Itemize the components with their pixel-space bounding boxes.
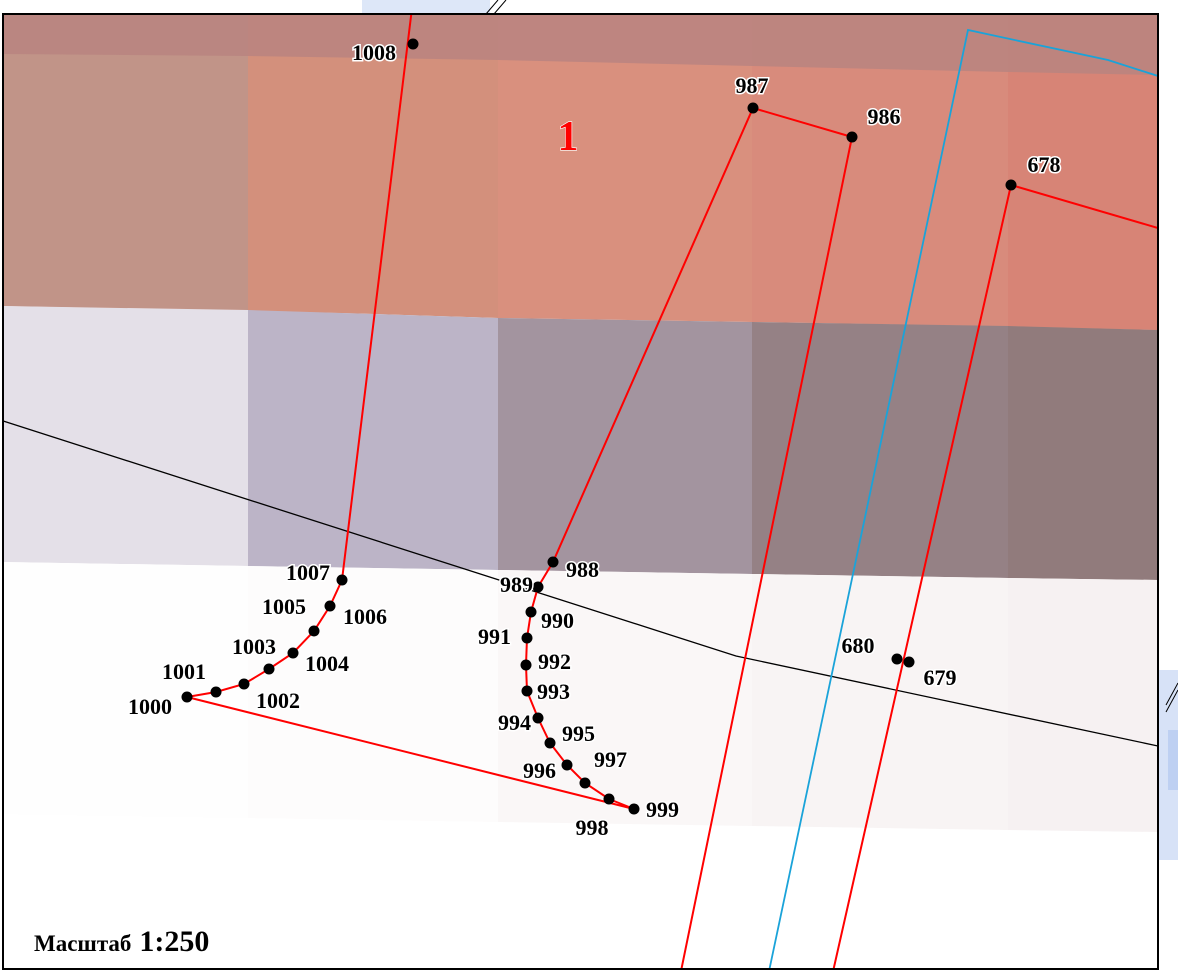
point-label-989: 989 xyxy=(500,572,533,597)
point-label-680: 680 xyxy=(842,633,875,658)
scale-value: 1:250 xyxy=(139,925,210,958)
point-label-998: 998 xyxy=(576,815,609,840)
boundary-point-1000 xyxy=(181,691,193,703)
point-label-991: 991 xyxy=(478,624,511,649)
map-frame xyxy=(2,13,1159,970)
boundary-point-990 xyxy=(525,606,537,618)
boundary-point-994 xyxy=(532,712,544,724)
point-label-987: 987 xyxy=(736,73,769,98)
point-label-1001: 1001 xyxy=(162,659,206,684)
boundary-point-986 xyxy=(846,131,858,143)
point-label-986: 986 xyxy=(868,104,901,129)
boundary-point-992 xyxy=(520,659,532,671)
boundary-point-1003 xyxy=(263,663,275,675)
point-label-994: 994 xyxy=(498,710,531,735)
waterline xyxy=(768,28,1158,969)
boundary-point-998 xyxy=(603,793,615,805)
boundary-point-999 xyxy=(628,803,640,815)
point-label-1003: 1003 xyxy=(232,634,276,659)
point-label-1000: 1000 xyxy=(128,694,172,719)
boundary-point-678 xyxy=(1005,179,1017,191)
boundary-points xyxy=(181,38,1017,815)
boundary-point-1001 xyxy=(210,686,222,698)
point-label-995: 995 xyxy=(562,721,595,746)
scale-label: Масштаб xyxy=(34,931,132,956)
boundary-point-996 xyxy=(561,759,573,771)
point-label-997: 997 xyxy=(594,747,627,772)
boundary-point-1006 xyxy=(324,600,336,612)
point-label-678: 678 xyxy=(1028,152,1061,177)
boundary-point-1007 xyxy=(336,574,348,586)
point-label-999: 999 xyxy=(646,797,679,822)
boundary-point-1004 xyxy=(287,647,299,659)
boundary-point-989 xyxy=(532,581,544,593)
boundary-point-1008 xyxy=(407,38,419,50)
point-labels: 1008 987 986 678 1007 1006 1005 1004 1003 1002 100… xyxy=(127,39,1063,842)
boundary-point-680 xyxy=(891,653,903,665)
point-label-1006: 1006 xyxy=(343,604,387,629)
boundary-point-987 xyxy=(747,102,759,114)
boundary-point-1005 xyxy=(308,625,320,637)
point-label-1008: 1008 xyxy=(352,40,396,65)
point-label-990: 990 xyxy=(541,608,574,633)
boundary-point-1002 xyxy=(238,678,250,690)
point-label-1005: 1005 xyxy=(262,594,306,619)
boundary-point-991 xyxy=(521,632,533,644)
point-label-679: 679 xyxy=(924,665,957,690)
road-line xyxy=(3,420,1158,747)
boundary-point-997 xyxy=(579,777,591,789)
point-label-1007: 1007 xyxy=(286,560,330,585)
point-label-992: 992 xyxy=(538,649,571,674)
boundary-point-679 xyxy=(903,656,915,668)
outside-imagery xyxy=(362,0,1178,860)
point-label-996: 996 xyxy=(523,758,556,783)
boundary-point-993 xyxy=(521,685,533,697)
boundary-point-988 xyxy=(547,556,559,568)
point-label-993: 993 xyxy=(537,679,570,704)
point-label-988: 988 xyxy=(566,557,599,582)
scale-caption: Масштаб 1:250 xyxy=(34,925,209,959)
point-label-1004: 1004 xyxy=(305,651,349,676)
point-label-1002: 1002 xyxy=(256,688,300,713)
boundary-point-995 xyxy=(544,737,556,749)
parcel-number: 1 xyxy=(558,114,579,160)
